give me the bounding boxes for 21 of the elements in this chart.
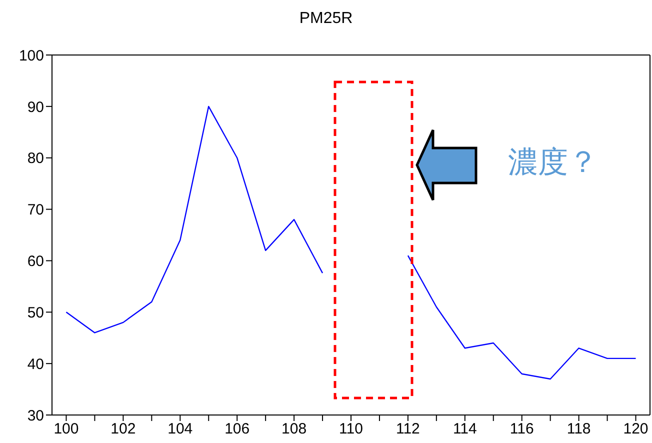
x-tick-label: 100	[54, 420, 79, 438]
x-tick-label: 108	[282, 420, 307, 438]
chart-title: PM25R	[298, 10, 354, 28]
x-tick-label: 116	[510, 420, 534, 438]
x-tick-label: 102	[110, 420, 136, 438]
annotation: 濃度？	[508, 144, 598, 182]
x-tick-label: 106	[224, 420, 250, 438]
x-tick-label: 110	[339, 420, 363, 438]
x-tick-label: 118	[566, 420, 591, 438]
x-tick-label: 120	[623, 420, 648, 438]
y-tick-label: 70	[27, 202, 44, 219]
x-tick-label: 104	[168, 420, 193, 438]
y-tick-label: 50	[27, 304, 44, 322]
y-tick-label: 90	[27, 98, 44, 116]
x-tick-label: 114	[452, 420, 477, 438]
y-tick-label: 80	[27, 150, 44, 168]
y-tick-label: 40	[27, 356, 44, 373]
y-tick-label: 30	[27, 407, 44, 424]
y-tick-label: 60	[27, 253, 44, 270]
y-tick-label: 100	[18, 47, 44, 64]
x-tick-label: 112	[396, 420, 420, 438]
